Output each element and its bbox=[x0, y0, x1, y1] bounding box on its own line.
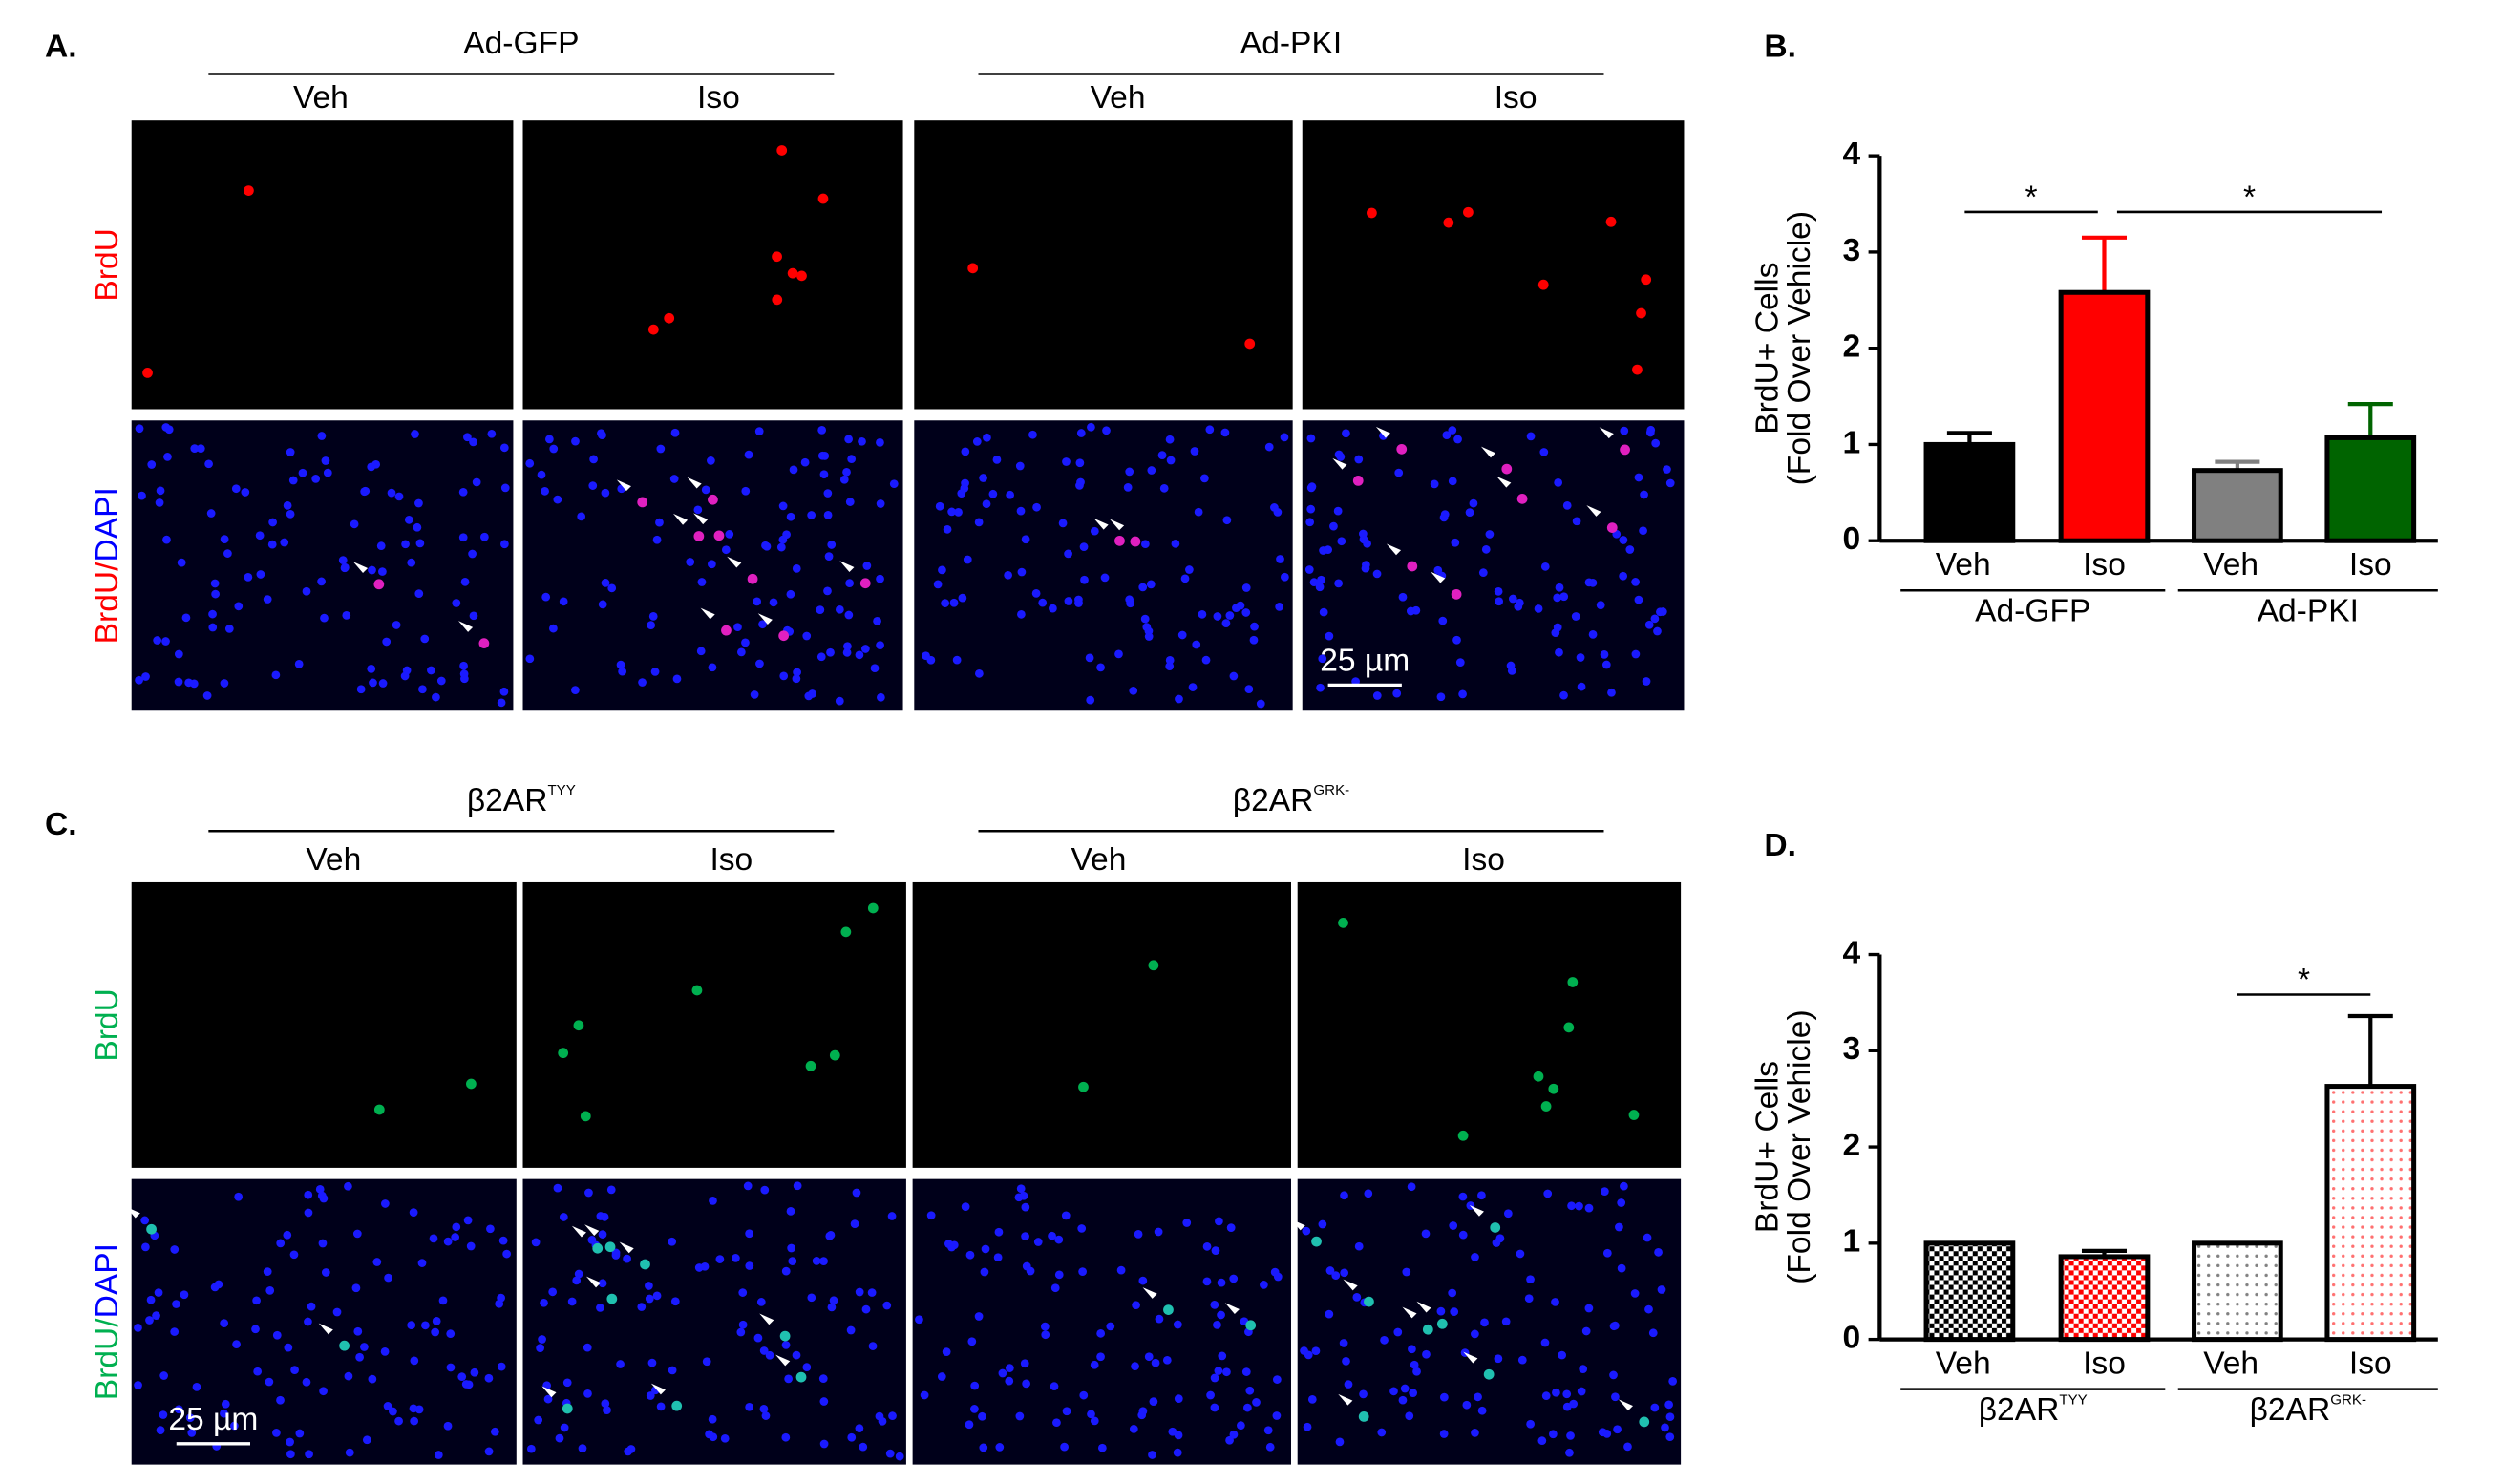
micrograph bbox=[914, 120, 1293, 410]
scale-bar-label: 25 µm bbox=[1320, 644, 1410, 679]
group-label-sup: GRK- bbox=[2330, 1391, 2366, 1408]
x-tick-label: Iso bbox=[2083, 1346, 2126, 1381]
condition-label: Veh bbox=[306, 842, 361, 878]
condition-label: Veh bbox=[1091, 80, 1146, 116]
micrograph bbox=[131, 881, 517, 1168]
row-label-part: DAPI bbox=[90, 487, 125, 562]
group-label: Ad-PKI bbox=[2258, 594, 2359, 629]
y-tick-label: 2 bbox=[1843, 1128, 1861, 1163]
significance-mark: * bbox=[2025, 180, 2038, 215]
y-axis-label: (Fold Over Vehicle) bbox=[1782, 1009, 1817, 1283]
significance-mark: * bbox=[2243, 180, 2256, 215]
micrograph bbox=[522, 120, 903, 410]
row-label: BrdU/DAPI bbox=[90, 487, 125, 644]
y-tick-label: 1 bbox=[1843, 1224, 1861, 1260]
group-label: β2ARTYY bbox=[467, 782, 576, 818]
condition-label: Iso bbox=[710, 842, 753, 878]
micrograph bbox=[1297, 881, 1682, 1168]
significance-mark: * bbox=[2298, 963, 2310, 998]
group-label-text: β2AR bbox=[1979, 1392, 2060, 1428]
bar bbox=[2192, 468, 2283, 543]
bar bbox=[1923, 441, 2016, 543]
row-label-part: BrdU bbox=[90, 988, 125, 1062]
x-tick-label: Iso bbox=[2349, 1346, 2392, 1381]
condition-label: Iso bbox=[1462, 842, 1505, 878]
row-label: BrdU bbox=[90, 988, 125, 1062]
group-label-sup: GRK- bbox=[1313, 782, 1349, 798]
condition-label: Veh bbox=[293, 80, 349, 116]
condition-label: Veh bbox=[1071, 842, 1126, 878]
group-label-text: β2AR bbox=[2250, 1392, 2331, 1428]
row-label: BrdU bbox=[90, 228, 125, 302]
y-tick-label: 0 bbox=[1843, 1320, 1861, 1355]
group-label: β2ARGRK- bbox=[1233, 782, 1349, 818]
bar bbox=[2192, 1240, 2283, 1343]
y-tick-label: 2 bbox=[1843, 329, 1861, 365]
group-label: Ad-GFP bbox=[1975, 594, 2090, 629]
y-axis-label: BrdU+ Cells bbox=[1749, 263, 1785, 435]
y-tick-label: 4 bbox=[1843, 137, 1861, 172]
group-label-text: β2AR bbox=[1233, 783, 1314, 818]
bar bbox=[2058, 1254, 2151, 1343]
bar bbox=[1923, 1240, 2016, 1343]
x-tick-label: Iso bbox=[2083, 547, 2126, 583]
x-tick-label: Veh bbox=[2203, 547, 2258, 583]
panel-label: C. bbox=[45, 807, 77, 842]
row-label-part: BrdU bbox=[90, 228, 125, 302]
group-label-sup: TYY bbox=[2059, 1391, 2087, 1408]
micrograph bbox=[1302, 120, 1685, 410]
panel-label: A. bbox=[45, 29, 77, 64]
group-label: β2ARTYY bbox=[1979, 1391, 2088, 1428]
y-tick-label: 0 bbox=[1843, 521, 1861, 557]
group-label: β2ARGRK- bbox=[2250, 1391, 2366, 1428]
y-tick-label: 3 bbox=[1843, 233, 1861, 268]
micrograph bbox=[914, 420, 1293, 711]
x-tick-label: Veh bbox=[1936, 547, 1991, 583]
y-axis-label: BrdU+ Cells bbox=[1749, 1061, 1785, 1233]
group-label-sup: TYY bbox=[547, 782, 575, 798]
y-tick-label: 1 bbox=[1843, 425, 1861, 460]
x-tick-label: Iso bbox=[2349, 547, 2392, 583]
bar bbox=[2324, 435, 2417, 543]
y-axis-label: (Fold Over Vehicle) bbox=[1782, 211, 1817, 485]
row-label-part: DAPI bbox=[90, 1243, 125, 1318]
row-label: BrdU/DAPI bbox=[90, 1243, 125, 1400]
group-label: Ad-GFP bbox=[463, 26, 579, 61]
x-tick-label: Veh bbox=[1936, 1346, 1991, 1381]
condition-label: Iso bbox=[697, 80, 740, 116]
condition-label: Iso bbox=[1495, 80, 1537, 116]
x-tick-label: Veh bbox=[2203, 1346, 2258, 1381]
bar bbox=[2324, 1084, 2417, 1343]
group-label-text: β2AR bbox=[467, 783, 548, 818]
micrograph bbox=[1297, 1178, 1682, 1465]
row-label-part: BrdU/ bbox=[90, 562, 125, 645]
micrograph bbox=[912, 881, 1291, 1168]
group-label: Ad-PKI bbox=[1240, 26, 1342, 61]
micrograph bbox=[131, 420, 514, 711]
panel-label: B. bbox=[1764, 29, 1796, 64]
row-label-part: BrdU/ bbox=[90, 1318, 125, 1401]
y-tick-label: 3 bbox=[1843, 1031, 1861, 1067]
y-tick-label: 4 bbox=[1843, 935, 1861, 970]
micrograph bbox=[131, 120, 514, 410]
panel-label: D. bbox=[1764, 828, 1796, 863]
bar bbox=[2058, 289, 2151, 543]
scale-bar-label: 25 µm bbox=[168, 1402, 258, 1437]
